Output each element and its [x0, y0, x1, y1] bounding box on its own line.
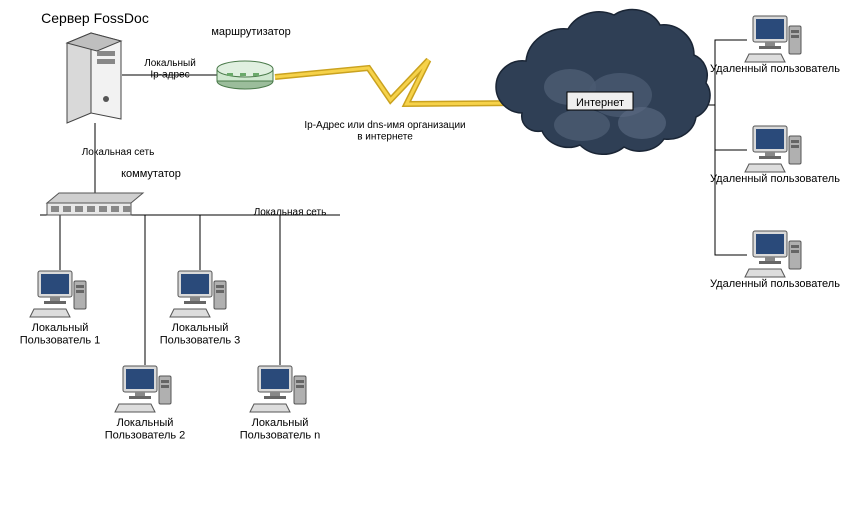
node-switch: коммутатор	[47, 168, 181, 215]
node-label: ЛокальныйПользователь 2	[105, 417, 186, 442]
edge-label: Ip-Адрес или dns-имя организациив интерн…	[304, 120, 465, 143]
node-lu3: ЛокальныйПользователь 3	[160, 271, 241, 347]
node-label: коммутатор	[121, 168, 181, 180]
node-lu2: ЛокальныйПользователь 2	[105, 366, 186, 442]
node-label: маршрутизатор	[211, 26, 290, 38]
node-lu1: ЛокальныйПользователь 1	[20, 271, 101, 347]
node-internet: Интернет	[496, 10, 710, 155]
internet-label: Интернет	[576, 97, 624, 109]
node-label: Удаленный пользователь	[710, 278, 840, 290]
nodes: Сервер FossDoc маршрутизатор коммутатор Инт…	[20, 10, 840, 442]
edge-label: Локальная сеть	[82, 147, 155, 158]
node-lun: ЛокальныйПользователь n	[240, 366, 321, 442]
node-label: Удаленный пользователь	[710, 173, 840, 185]
node-label: Удаленный пользователь	[710, 63, 840, 75]
edge-label: ЛокальныйIp-адрес	[144, 58, 196, 81]
node-ru1: Удаленный пользователь	[710, 16, 840, 75]
node-ru3: Удаленный пользователь	[710, 231, 840, 290]
node-label: ЛокальныйПользователь n	[240, 417, 321, 442]
edge-label: Локальная сеть	[254, 207, 327, 218]
node-ru2: Удаленный пользователь	[710, 126, 840, 185]
node-label: ЛокальныйПользователь 1	[20, 322, 101, 347]
node-label: ЛокальныйПользователь 3	[160, 322, 241, 347]
node-server: Сервер FossDoc	[41, 10, 149, 123]
node-label: Сервер FossDoc	[41, 10, 149, 26]
